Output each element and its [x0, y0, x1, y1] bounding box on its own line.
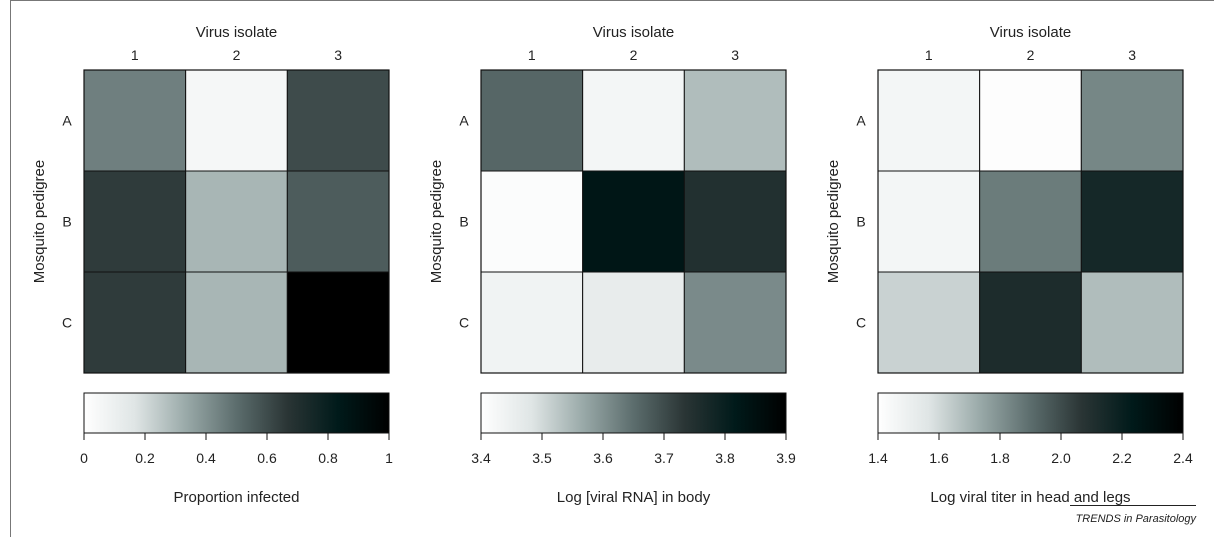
y-tick-label: C [459, 315, 469, 331]
heatmap-cell [979, 271, 1082, 374]
heatmap-cell [683, 69, 787, 172]
x-tick-label: 1 [131, 47, 139, 63]
x-tick-label: 2 [630, 47, 638, 63]
heatmap-panel-3: Virus isolate Mosquito pedigree 1 2 3 A B C 1.4 1… [825, 24, 1193, 506]
colorbar-tick-label: 1.6 [929, 450, 949, 466]
y-tick-label: A [856, 113, 866, 129]
heatmap-cell [286, 271, 390, 374]
colorbar-tick-label: 1.8 [990, 450, 1010, 466]
y-tick-label: B [62, 214, 71, 230]
heatmap-cell [877, 271, 981, 374]
heatmap-cell [979, 170, 1082, 273]
x-tick-label: 3 [334, 47, 342, 63]
heatmap-cell [480, 271, 584, 374]
colorbar-tick-label: 3.8 [715, 450, 735, 466]
heatmap-cell [582, 271, 685, 374]
heatmap-cell [83, 170, 187, 273]
heatmap-cell [877, 170, 981, 273]
colorbar-label: Log [viral RNA] in body [557, 489, 711, 506]
colorbar-tick-label: 2.4 [1173, 450, 1193, 466]
colorbar [83, 392, 390, 434]
y-tick-label: C [856, 315, 866, 331]
colorbar-tick-label: 1 [385, 450, 393, 466]
colorbar-tick-label: 2.2 [1112, 450, 1132, 466]
colorbar-tick-label: 3.7 [654, 450, 674, 466]
colorbar-tick-label: 0.8 [318, 450, 338, 466]
credit-label: TRENDS in Parasitology [1076, 513, 1198, 525]
heatmap-cell [582, 69, 685, 172]
colorbar-tick-label: 0.4 [196, 450, 216, 466]
heatmap-cell [683, 271, 787, 374]
colorbar [877, 392, 1184, 434]
heatmap-cell [480, 170, 584, 273]
y-tick-label: B [459, 214, 468, 230]
heatmap-cell [877, 69, 981, 172]
heatmap-cell [286, 170, 390, 273]
colorbar-tick-label: 3.6 [593, 450, 613, 466]
colorbar-label: Proportion infected [174, 489, 300, 506]
x-tick-label: 3 [731, 47, 739, 63]
colorbar-tick-label: 3.4 [471, 450, 491, 466]
x-tick-label: 1 [528, 47, 536, 63]
colorbar-tick-label: 0 [80, 450, 88, 466]
y-tick-label: B [856, 214, 865, 230]
colorbar-tick-label: 3.5 [532, 450, 552, 466]
y-axis-title: Mosquito pedigree [428, 160, 445, 283]
heatmap-cell [480, 69, 584, 172]
heatmap-cell [185, 170, 288, 273]
heatmap-cell [1080, 69, 1184, 172]
y-axis-title: Mosquito pedigree [825, 160, 842, 283]
x-tick-label: 3 [1128, 47, 1136, 63]
heatmap-grid-border [480, 69, 787, 374]
heatmap-cell [683, 170, 787, 273]
colorbar-tick-label: 0.6 [257, 450, 277, 466]
x-axis-title: Virus isolate [196, 24, 277, 41]
y-tick-label: C [62, 315, 72, 331]
colorbar-tick-label: 1.4 [868, 450, 888, 466]
heatmap-cell [286, 69, 390, 172]
heatmap-cell [582, 170, 685, 273]
heatmap-cell [83, 69, 187, 172]
y-tick-label: A [62, 113, 72, 129]
colorbar-tick-label: 0.2 [135, 450, 155, 466]
heatmap-panel-2: Virus isolate Mosquito pedigree 1 2 3 A B C 3.4 3… [428, 24, 796, 506]
heatmap-cell [185, 271, 288, 374]
colorbar-tick-label: 2.0 [1051, 450, 1071, 466]
heatmap-cell [1080, 170, 1184, 273]
heatmap-cell [185, 69, 288, 172]
heatmap-grid-border [877, 69, 1184, 374]
heatmap-cell [1080, 271, 1184, 374]
x-tick-label: 2 [1027, 47, 1035, 63]
x-axis-title: Virus isolate [593, 24, 674, 41]
colorbar-tick-label: 3.9 [776, 450, 796, 466]
colorbar-label: Log viral titer in head and legs [930, 489, 1130, 506]
y-axis-title: Mosquito pedigree [31, 160, 48, 283]
heatmap-cell [83, 271, 187, 374]
x-axis-title: Virus isolate [990, 24, 1071, 41]
heatmap-cell [979, 69, 1082, 172]
colorbar [480, 392, 787, 434]
x-tick-label: 1 [925, 47, 933, 63]
heatmap-panel-1: Virus isolate Mosquito pedigree 1 2 3 A B C 0 0.2… [31, 24, 393, 506]
x-tick-label: 2 [233, 47, 241, 63]
y-tick-label: A [459, 113, 469, 129]
heatmap-grid-border [83, 69, 390, 374]
